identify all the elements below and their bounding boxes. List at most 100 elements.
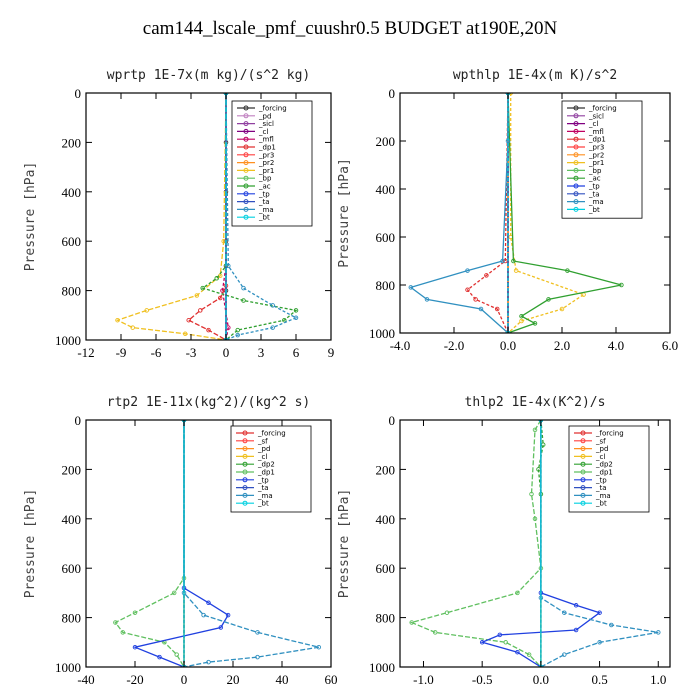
y-tick-label: 200 [62, 135, 82, 150]
x-tick-label: 4.0 [608, 338, 624, 353]
legend-marker [243, 105, 249, 111]
y-axis-label: Pressure [hPa] [23, 489, 38, 599]
legend-entry: _ma [588, 198, 604, 206]
data-point [182, 331, 188, 337]
y-tick-label: 600 [376, 561, 396, 576]
y-tick-label: 800 [62, 611, 82, 626]
legend-marker [243, 152, 249, 158]
y-tick-label: 600 [62, 561, 82, 576]
legend-marker [580, 477, 586, 483]
y-tick-label: 400 [376, 182, 396, 197]
series-line-pr1 [507, 93, 586, 333]
legend-marker [243, 167, 249, 173]
x-tick-label: 0 [223, 345, 230, 360]
legend-entry: _cl [595, 453, 605, 461]
data-point [235, 327, 240, 333]
legend-entry: _dp2 [257, 461, 275, 469]
data-point [235, 332, 240, 338]
data-point [270, 325, 275, 330]
legend-entry: _ta [588, 190, 600, 198]
data-point [479, 640, 485, 645]
legend-marker [573, 199, 579, 205]
plot-frame [85, 419, 332, 668]
x-tick-label: 60 [325, 672, 338, 687]
data-point [132, 644, 138, 650]
chart-panel-2: wpthlp 1E-4x(m K)/s^2 Pressure [hPa] -4.0 -… [337, 68, 678, 353]
x-tick-label: 40 [276, 672, 289, 687]
legend-entry: _pr1 [588, 159, 604, 167]
legend-entry: _pd [595, 445, 608, 453]
series-line-dp1 [114, 420, 185, 667]
x-tick-label: 0.0 [533, 672, 549, 687]
series-group [409, 420, 661, 667]
legend-entry: _tp [257, 476, 269, 484]
data-point [532, 427, 538, 433]
data-point [424, 297, 430, 302]
legend-marker [573, 113, 579, 119]
y-axis-label: Pressure [hPa] [337, 158, 352, 268]
chart-panel-1: wprtp 1E-7x(m kg)/(s^2 kg) Pressure [hPa]… [23, 68, 334, 360]
legend-marker [573, 121, 579, 127]
y-axis-label: Pressure [hPa] [23, 162, 38, 272]
legend: _forcing_pd_sicl_cl_mfl_dp1_pr3_pr2_pr1_… [231, 100, 313, 227]
data-point [619, 282, 624, 288]
legend-entry: _pr2 [258, 159, 274, 167]
data-point [444, 610, 450, 615]
legend-entry: _tp [595, 476, 607, 484]
x-tick-label: 0.5 [591, 672, 607, 687]
legend-marker [243, 175, 249, 181]
y-tick-label: 400 [376, 512, 396, 527]
x-tick-label: 2.0 [554, 338, 570, 353]
data-point [465, 268, 470, 273]
x-tick-label: 0 [181, 672, 188, 687]
x-tick-label: -9 [116, 345, 127, 360]
series-line-ma [540, 420, 659, 667]
legend-entry: _forcing [595, 430, 624, 438]
legend-marker [573, 206, 579, 212]
legend-marker [242, 485, 248, 491]
legend-marker [242, 446, 248, 452]
data-point [270, 303, 275, 308]
legend-marker [242, 500, 248, 506]
legend-entry: _ac [258, 183, 271, 191]
x-tick-label: 1.0 [650, 672, 666, 687]
y-tick-label: 800 [376, 278, 396, 293]
legend-marker [580, 469, 586, 475]
legend-entry: _tp [588, 183, 600, 191]
legend-marker [243, 199, 249, 205]
legend-marker [243, 113, 249, 119]
legend-marker [243, 136, 249, 142]
legend-marker [580, 438, 586, 444]
legend-marker [573, 183, 579, 189]
legend-entry: _tp [258, 190, 270, 198]
legend-marker [580, 430, 586, 436]
data-point [515, 649, 520, 655]
data-point [120, 630, 126, 635]
legend-entry: _bt [257, 500, 269, 508]
series-line-tp [480, 420, 602, 667]
chart-panel-4: thlp2 1E-4x(K^2)/s Pressure [hPa] -1.0 -0.5… [337, 395, 671, 687]
data-point [519, 318, 524, 324]
data-point [573, 627, 579, 633]
legend-entry: _pr1 [258, 167, 274, 175]
series-line-ma [183, 420, 319, 667]
legend-marker [243, 214, 249, 220]
data-point [565, 268, 570, 273]
legend: _forcing_sf_pd_cl_dp2_dp1_tp_ta_ma_bt [230, 425, 312, 513]
y-tick-label: 400 [62, 185, 82, 200]
legend-entry: _forcing [258, 105, 287, 113]
data-point [171, 590, 177, 596]
legend-entry: _ta [257, 484, 269, 492]
y-tick-label: 200 [376, 462, 396, 477]
legend-marker [243, 191, 249, 197]
legend-entry: _bp [588, 167, 602, 175]
y-tick-label: 0 [75, 86, 82, 101]
legend-marker [580, 492, 586, 498]
legend-entry: _sicl [258, 120, 274, 128]
legend-entry: _cl [588, 120, 598, 128]
data-point [532, 516, 538, 522]
x-tick-label: -6 [151, 345, 162, 360]
data-point [255, 630, 260, 635]
panel-title: thlp2 1E-4x(K^2)/s [465, 395, 606, 410]
